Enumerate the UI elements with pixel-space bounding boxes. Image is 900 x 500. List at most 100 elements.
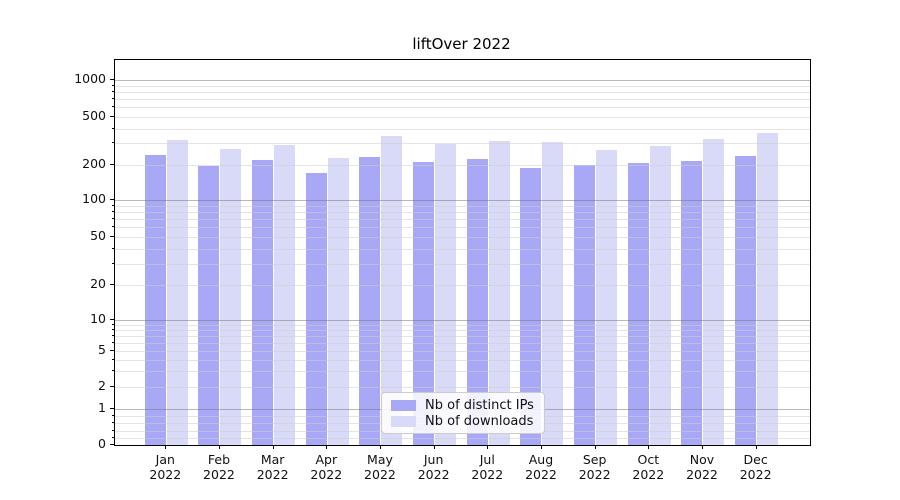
y-tick-label: 1000 bbox=[74, 71, 106, 86]
bar-nov-distinct-ips bbox=[681, 161, 703, 445]
bar-jun-distinct-ips bbox=[413, 161, 435, 445]
bar-sep-downloads bbox=[596, 149, 618, 445]
x-tick-mark bbox=[701, 445, 703, 449]
y-gridline-minor bbox=[115, 85, 810, 87]
y-minor-tick-mark bbox=[112, 247, 114, 249]
bar-mar-distinct-ips bbox=[252, 159, 274, 445]
y-minor-tick-mark bbox=[112, 370, 114, 372]
bar-jan-downloads bbox=[166, 139, 188, 445]
bar-dec-downloads bbox=[757, 133, 779, 445]
x-tick-mark bbox=[379, 445, 381, 449]
y-minor-tick-mark bbox=[112, 415, 114, 417]
bar-apr-downloads bbox=[327, 158, 349, 445]
y-gridline-minor bbox=[115, 117, 810, 118]
bar-oct-distinct-ips bbox=[627, 163, 649, 445]
legend-swatch-distinct-ips-icon bbox=[391, 399, 416, 411]
x-tick-mark bbox=[755, 445, 757, 449]
y-gridline-minor bbox=[115, 128, 810, 130]
bar-jan-distinct-ips bbox=[144, 154, 166, 445]
y-tick-label: 5 bbox=[98, 342, 106, 357]
y-tick-mark bbox=[110, 319, 114, 320]
y-gridline-minor bbox=[115, 91, 810, 93]
x-tick-mark bbox=[540, 445, 542, 449]
y-tick-mark bbox=[110, 116, 114, 117]
y-minor-tick-mark bbox=[112, 204, 114, 206]
y-tick-label: 20 bbox=[90, 276, 106, 291]
legend: Nb of distinct IPs Nb of downloads bbox=[381, 392, 545, 434]
bar-jul-downloads bbox=[488, 141, 510, 445]
x-tick-mark bbox=[433, 445, 435, 449]
y-tick-label: 1 bbox=[98, 400, 106, 415]
bar-may-distinct-ips bbox=[359, 157, 381, 445]
legend-swatch-downloads-icon bbox=[391, 415, 416, 427]
y-minor-tick-mark bbox=[112, 323, 114, 325]
y-tick-mark bbox=[110, 386, 114, 387]
bar-jul-distinct-ips bbox=[466, 159, 488, 445]
y-minor-tick-mark bbox=[112, 328, 114, 330]
x-tick-label: Aug 2022 bbox=[525, 452, 557, 482]
y-tick-label: 2 bbox=[98, 378, 106, 393]
y-minor-tick-mark bbox=[112, 142, 114, 144]
y-tick-mark bbox=[110, 163, 114, 165]
y-minor-tick-mark bbox=[112, 226, 114, 228]
x-tick-label: Oct 2022 bbox=[632, 452, 665, 482]
y-minor-tick-mark bbox=[112, 358, 114, 360]
x-tick-mark bbox=[272, 445, 274, 449]
legend-label-downloads: Nb of downloads bbox=[425, 413, 534, 429]
y-minor-tick-mark bbox=[112, 429, 114, 431]
y-tick-label: 0 bbox=[98, 436, 106, 451]
plot-area: Nb of distinct IPs Nb of downloads bbox=[114, 59, 811, 446]
y-minor-tick-mark bbox=[112, 334, 114, 336]
y-tick-label: 500 bbox=[82, 108, 106, 123]
y-tick-label: 100 bbox=[82, 191, 106, 206]
bar-sep-distinct-ips bbox=[574, 165, 596, 445]
x-tick-mark bbox=[165, 445, 167, 449]
y-tick-label: 10 bbox=[90, 311, 106, 326]
y-tick-mark bbox=[110, 236, 114, 237]
y-tick-mark bbox=[110, 444, 114, 445]
y-tick-label: 50 bbox=[90, 228, 106, 243]
y-minor-tick-mark bbox=[112, 98, 114, 100]
y-minor-tick-mark bbox=[112, 84, 114, 86]
x-tick-label: Mar 2022 bbox=[256, 452, 289, 482]
y-minor-tick-mark bbox=[112, 422, 114, 424]
x-tick-label: Feb 2022 bbox=[203, 452, 235, 482]
x-tick-label: Jun 2022 bbox=[417, 452, 450, 482]
x-tick-mark bbox=[594, 445, 596, 449]
y-minor-tick-mark bbox=[112, 127, 114, 129]
x-tick-mark bbox=[218, 445, 220, 449]
x-tick-label: May 2022 bbox=[364, 452, 396, 482]
y-tick-mark bbox=[110, 284, 114, 285]
bar-feb-distinct-ips bbox=[198, 165, 220, 445]
y-tick-mark bbox=[110, 350, 114, 351]
legend-label-distinct-ips: Nb of distinct IPs bbox=[425, 397, 534, 413]
x-tick-mark bbox=[648, 445, 650, 449]
y-minor-tick-mark bbox=[112, 436, 114, 438]
x-tick-label: Apr 2022 bbox=[310, 452, 343, 482]
x-tick-label: Jan 2022 bbox=[149, 452, 182, 482]
y-minor-tick-mark bbox=[112, 90, 114, 92]
y-tick-mark bbox=[110, 408, 114, 409]
legend-item-downloads: Nb of downloads bbox=[391, 413, 536, 429]
y-minor-tick-mark bbox=[112, 106, 114, 108]
bar-may-downloads bbox=[381, 135, 403, 445]
x-tick-label: Nov 2022 bbox=[686, 452, 718, 482]
bar-nov-downloads bbox=[703, 139, 725, 445]
bar-apr-distinct-ips bbox=[305, 172, 327, 445]
bar-oct-downloads bbox=[649, 145, 671, 445]
chart-title: liftOver 2022 bbox=[412, 35, 511, 53]
bar-mar-downloads bbox=[274, 144, 296, 445]
y-minor-tick-mark bbox=[112, 262, 114, 264]
y-minor-tick-mark bbox=[112, 210, 114, 212]
x-tick-label: Sep 2022 bbox=[578, 452, 611, 482]
y-gridline-major bbox=[115, 80, 810, 81]
x-tick-label: Dec 2022 bbox=[739, 452, 772, 482]
y-gridline-minor bbox=[115, 107, 810, 109]
bar-dec-distinct-ips bbox=[735, 155, 757, 445]
x-tick-mark bbox=[326, 445, 328, 449]
y-minor-tick-mark bbox=[112, 341, 114, 343]
x-tick-label: Jul 2022 bbox=[471, 452, 504, 482]
y-tick-mark bbox=[110, 79, 114, 80]
y-gridline-minor bbox=[115, 99, 810, 101]
